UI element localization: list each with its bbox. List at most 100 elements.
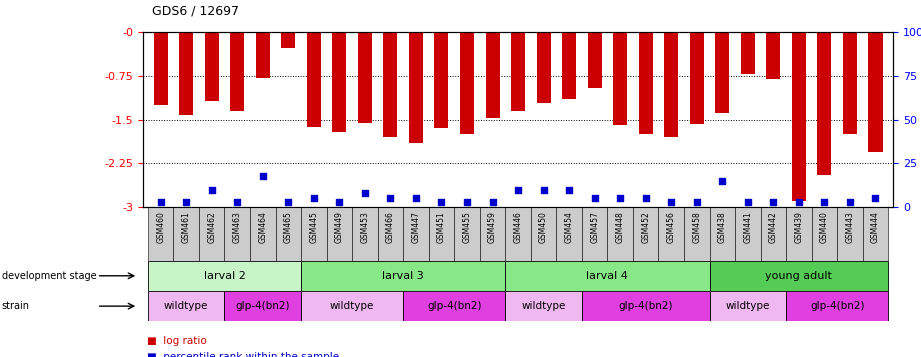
Bar	[530, 207, 556, 261]
Text: glp-4(bn2): glp-4(bn2)	[236, 301, 290, 311]
Point	[536, 187, 551, 192]
Point	[153, 199, 168, 205]
Bar	[460, 32, 474, 134]
Text: GSM451: GSM451	[437, 211, 446, 243]
Bar	[869, 32, 882, 152]
Point	[817, 199, 832, 205]
Bar	[383, 32, 398, 137]
Bar	[275, 207, 301, 261]
Point	[511, 187, 526, 192]
Bar	[787, 291, 888, 321]
Text: GSM455: GSM455	[462, 211, 472, 243]
Point	[690, 199, 705, 205]
Text: wildtype: wildtype	[726, 301, 770, 311]
Bar	[761, 207, 787, 261]
Bar	[180, 32, 193, 115]
Text: glp-4(bn2): glp-4(bn2)	[427, 301, 482, 311]
Bar	[307, 32, 321, 127]
Text: GSM439: GSM439	[795, 211, 803, 243]
Point	[179, 199, 193, 205]
Text: wildtype: wildtype	[521, 301, 565, 311]
Bar	[818, 32, 832, 175]
Point	[562, 187, 577, 192]
Text: wildtype: wildtype	[164, 301, 208, 311]
Text: development stage: development stage	[2, 271, 97, 281]
Bar	[225, 207, 250, 261]
Text: young adult: young adult	[765, 271, 833, 281]
Point	[460, 199, 474, 205]
Bar	[582, 291, 709, 321]
Text: ■  log ratio: ■ log ratio	[147, 336, 207, 346]
Point	[357, 190, 372, 196]
Text: GSM458: GSM458	[693, 211, 701, 243]
Text: glp-4(bn2): glp-4(bn2)	[619, 301, 673, 311]
Text: larval 4: larval 4	[587, 271, 628, 281]
Bar	[352, 207, 378, 261]
Point	[588, 196, 602, 201]
Bar	[454, 207, 480, 261]
Bar	[378, 207, 403, 261]
Point	[791, 199, 806, 205]
Point	[715, 178, 729, 183]
Point	[638, 196, 653, 201]
Point	[766, 199, 781, 205]
Bar	[148, 207, 173, 261]
Bar	[428, 207, 454, 261]
Text: GSM452: GSM452	[641, 211, 650, 243]
Text: GSM447: GSM447	[412, 211, 421, 243]
Bar	[633, 207, 659, 261]
Text: GSM445: GSM445	[309, 211, 319, 243]
Text: GSM448: GSM448	[615, 211, 624, 243]
Bar	[511, 32, 525, 111]
Bar	[148, 261, 301, 291]
Bar	[480, 207, 506, 261]
Bar	[792, 32, 806, 201]
Point	[740, 199, 755, 205]
Bar	[173, 207, 199, 261]
Bar	[664, 32, 678, 137]
Point	[409, 196, 424, 201]
Bar	[506, 261, 709, 291]
Point	[485, 199, 500, 205]
Text: GSM460: GSM460	[157, 211, 165, 243]
Bar	[588, 32, 601, 87]
Bar	[301, 291, 403, 321]
Bar	[409, 32, 423, 143]
Bar	[256, 32, 270, 77]
Bar	[435, 32, 449, 128]
Bar	[709, 291, 787, 321]
Text: glp-4(bn2): glp-4(bn2)	[810, 301, 865, 311]
Text: wildtype: wildtype	[330, 301, 374, 311]
Text: GSM450: GSM450	[539, 211, 548, 243]
Bar	[582, 207, 608, 261]
Bar	[684, 207, 709, 261]
Text: GDS6 / 12697: GDS6 / 12697	[152, 5, 239, 18]
Bar	[327, 207, 352, 261]
Bar	[863, 207, 888, 261]
Bar	[811, 207, 837, 261]
Text: ■  percentile rank within the sample: ■ percentile rank within the sample	[147, 352, 340, 357]
Point	[434, 199, 449, 205]
Text: GSM456: GSM456	[667, 211, 676, 243]
Bar	[301, 261, 506, 291]
Text: strain: strain	[2, 301, 29, 311]
Bar	[506, 291, 582, 321]
Bar	[281, 32, 296, 49]
Point	[255, 173, 270, 178]
Text: GSM442: GSM442	[769, 211, 778, 243]
Text: GSM454: GSM454	[565, 211, 574, 243]
Point	[281, 199, 296, 205]
Bar	[709, 207, 735, 261]
Text: GSM441: GSM441	[743, 211, 752, 243]
Bar	[204, 32, 218, 101]
Text: larval 3: larval 3	[382, 271, 424, 281]
Bar	[608, 207, 633, 261]
Bar	[537, 32, 551, 103]
Point	[230, 199, 245, 205]
Bar	[659, 207, 684, 261]
Bar	[613, 32, 627, 125]
Text: GSM461: GSM461	[181, 211, 191, 243]
Text: GSM463: GSM463	[233, 211, 241, 243]
Text: GSM462: GSM462	[207, 211, 216, 243]
Text: larval 2: larval 2	[204, 271, 245, 281]
